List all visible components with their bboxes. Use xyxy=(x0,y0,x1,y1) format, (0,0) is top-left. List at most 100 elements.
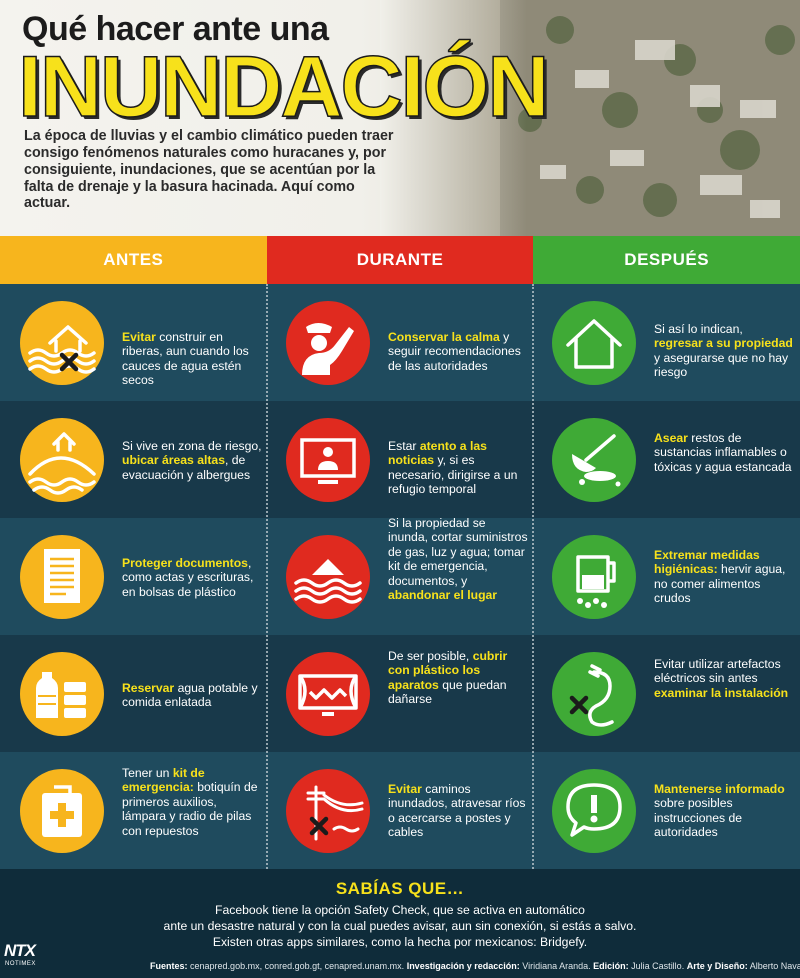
credit-label: Arte y Diseño: xyxy=(686,961,748,971)
step-item: Mantenerse informado sobre posibles inst… xyxy=(532,752,798,869)
body-text: agua potable y comida enlatada xyxy=(122,681,258,710)
row-band xyxy=(0,752,800,869)
credit-value: Viridiana Aranda. xyxy=(522,961,591,971)
highlight-text: regresar a su propiedad xyxy=(654,336,793,351)
credit-label: Edición: xyxy=(593,961,629,971)
intro-text: La época de lluvias y el cambio climátic… xyxy=(24,128,394,212)
highlight-text: Reservar xyxy=(122,681,175,695)
header: Qué hacer ante una INUNDACIÓN La época d… xyxy=(0,0,800,236)
house-flood-prohibited-icon xyxy=(20,301,104,385)
body-text: Si así lo indican, xyxy=(654,322,743,336)
credit-value: cenapred.gob.mx, conred.gob.gt, cenapred… xyxy=(190,961,405,971)
highlight-text: Proteger documentos xyxy=(122,556,248,570)
sabias-que-title: SABÍAS QUE… xyxy=(335,879,465,898)
body-text: hervir agua, no comer alimentos crudos xyxy=(654,562,786,606)
notimex-logo: NTX NOTIMEX xyxy=(4,941,48,975)
sabias-que-line: ante un desastre natural y con la cual p… xyxy=(163,919,637,933)
row-band xyxy=(0,635,800,752)
body-text: , de evacuación y albergues xyxy=(122,453,251,482)
police-officer-icon xyxy=(286,301,370,385)
spill-cleanup-icon xyxy=(552,418,636,502)
body-text: y seguir recomendaciones de las autorida… xyxy=(388,330,521,373)
step-item: Si así lo indican, regresar a su propied… xyxy=(532,284,798,401)
electrical-plug-prohibited-icon xyxy=(552,652,636,736)
first-aid-kit-icon xyxy=(20,769,104,853)
column-header-despues: DESPUÉS xyxy=(533,236,800,284)
title-small: Qué hacer ante una xyxy=(22,10,329,48)
body-text: Evitar utilizar artefactos eléctricos si… xyxy=(654,657,781,686)
step-text: De ser posible, cubrir con plástico los … xyxy=(388,649,528,707)
logo-text: NTX xyxy=(4,941,36,960)
step-item: Estar atento a las noticias y, si es nec… xyxy=(266,401,532,518)
house-flooding-icon xyxy=(286,535,370,619)
step-item: Reservar agua potable y comida enlatada xyxy=(0,635,266,752)
highlight-text: Mantenerse informado xyxy=(654,782,785,796)
flooded-town-illustration xyxy=(380,0,800,236)
power-pole-prohibited-icon xyxy=(286,769,370,853)
highlight-text: Conservar la calma xyxy=(388,330,500,344)
row-band xyxy=(0,284,800,401)
body-text: sobre posibles instrucciones de autorida… xyxy=(654,796,743,840)
highlight-text: atento a las noticias xyxy=(388,439,487,468)
row-band xyxy=(0,401,800,518)
step-text: Si la propiedad se inunda, cortar sumini… xyxy=(388,516,528,602)
step-text: Si vive en zona de riesgo, ubicar áreas … xyxy=(122,439,262,482)
step-item: Evitar caminos inundados, atravesar ríos… xyxy=(266,752,532,869)
highlight-text: kit de emergencia: xyxy=(122,766,205,795)
sabias-que-line: Facebook tiene la opción Safety Check, q… xyxy=(215,903,585,917)
body-text: construir en riberas, aun cuando los cau… xyxy=(122,330,249,388)
step-item: Si la propiedad se inunda, cortar sumini… xyxy=(266,516,532,635)
step-text: Conservar la calma y seguir recomendacio… xyxy=(388,330,528,373)
step-text: Reservar agua potable y comida enlatada xyxy=(122,681,262,710)
steps-grid: Evitar construir en riberas, aun cuando … xyxy=(0,284,800,869)
column-despues: Si así lo indican, regresar a su propied… xyxy=(532,284,798,869)
step-text: Extremar medidas higiénicas: hervir agua… xyxy=(654,548,794,606)
step-item: Evitar utilizar artefactos eléctricos si… xyxy=(532,635,798,752)
step-text: Si así lo indican, regresar a su propied… xyxy=(654,322,794,380)
step-item: Evitar construir en riberas, aun cuando … xyxy=(0,284,266,401)
step-item: Extremar medidas higiénicas: hervir agua… xyxy=(532,518,798,635)
column-headers: ANTES DURANTE DESPUÉS xyxy=(0,236,800,284)
step-item: Si vive en zona de riesgo, ubicar áreas … xyxy=(0,401,266,518)
step-item: Tener un kit de emergencia: botiquín de … xyxy=(0,752,266,869)
highlight-text: ubicar áreas altas xyxy=(122,453,225,468)
body-text: que puedan dañarse xyxy=(388,677,507,707)
step-text: Evitar caminos inundados, atravesar ríos… xyxy=(388,782,528,840)
credit-value: Julia Castillo. xyxy=(631,961,685,971)
body-text: , como actas y escrituras, en bolsas de … xyxy=(122,556,254,599)
body-text: Estar xyxy=(388,439,420,453)
highlight-text: Asear xyxy=(654,431,688,445)
highlight-text: cubrir con plástico los aparatos xyxy=(388,649,508,692)
tv-news-icon xyxy=(286,418,370,502)
document-icon xyxy=(20,535,104,619)
boiling-water-icon xyxy=(552,535,636,619)
page-title: INUNDACIÓN xyxy=(17,39,550,135)
column-durante: Conservar la calma y seguir recomendacio… xyxy=(266,284,532,869)
row-band xyxy=(0,518,800,635)
step-item: Conservar la calma y seguir recomendacio… xyxy=(266,284,532,401)
step-text: Tener un kit de emergencia: botiquín de … xyxy=(122,766,262,838)
column-antes: Evitar construir en riberas, aun cuando … xyxy=(0,284,266,869)
highlight-text: examinar la instalación xyxy=(654,685,789,700)
column-header-antes: ANTES xyxy=(0,236,267,284)
body-text: Tener un xyxy=(122,766,173,780)
highlight-text: Evitar xyxy=(122,330,156,344)
body-text: Si la propiedad se inunda, cortar sumini… xyxy=(388,516,528,588)
highlight-text: Evitar xyxy=(388,782,422,796)
body-text: y asegurarse que no hay riesgo xyxy=(654,350,789,380)
house-on-hill-icon xyxy=(20,418,104,502)
body-text: y, si es necesario, dirigirse a un refug… xyxy=(388,453,518,497)
highlight-text: abandonar el lugar xyxy=(388,587,498,602)
step-text: Evitar utilizar artefactos eléctricos si… xyxy=(654,657,794,700)
credit-label: Fuentes: xyxy=(150,961,188,971)
house-outline-icon xyxy=(552,301,636,385)
step-item: Proteger documentos, como actas y escrit… xyxy=(0,518,266,635)
highlight-text: Extremar medidas higiénicas: xyxy=(654,548,760,577)
column-header-durante: DURANTE xyxy=(266,236,534,284)
body-text: Si vive en zona de riesgo, xyxy=(122,439,262,453)
sabias-que-line: Existen otras apps similares, como la he… xyxy=(212,935,588,949)
step-text: Proteger documentos, como actas y escrit… xyxy=(122,556,262,599)
body-text: De ser posible, xyxy=(388,649,473,663)
body-text: botiquín de primeros auxilios, lámpara y… xyxy=(122,780,258,838)
covered-appliance-icon xyxy=(286,652,370,736)
